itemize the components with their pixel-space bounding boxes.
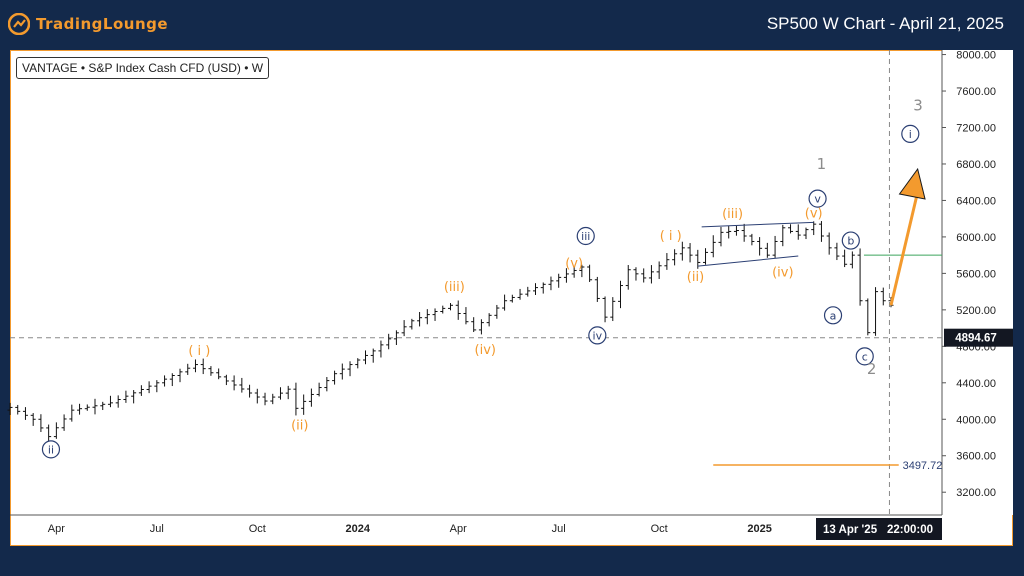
wave-label-circle: [808, 189, 827, 208]
wave-label-text: iv: [593, 329, 603, 342]
y-tick-label: 7600.00: [956, 86, 996, 98]
wave-label-text: (ii): [291, 419, 308, 434]
wave-label-circle: [841, 231, 860, 250]
wave-label-circle: [855, 347, 874, 366]
x-tick-label: Jul: [552, 523, 566, 535]
wave-label-text: c: [862, 350, 868, 363]
brand-logo[interactable]: TradingLounge: [8, 13, 168, 35]
x-tick-label: 2025: [747, 523, 771, 535]
x-tick-label: Oct: [651, 523, 668, 535]
wave-label-i: ( i ): [188, 344, 210, 359]
wave-label-text: 1: [817, 155, 827, 173]
wave-label-a: a: [823, 306, 843, 325]
chart-title: SP500 W Chart - April 21, 2025: [766, 14, 1004, 33]
wave-label-i: i: [901, 124, 920, 143]
channel-upper-line: [701, 221, 814, 228]
wave-label-circle: [588, 326, 607, 345]
wave-label-ii: (ii): [291, 419, 308, 434]
wave-label-3: 3: [913, 97, 923, 115]
x-tick-label: Apr: [450, 523, 467, 535]
wave-label-circle: [41, 440, 61, 459]
wave-label-v: (v): [565, 256, 583, 271]
current-price-badge: [944, 328, 1013, 347]
wave-label-2: 2: [867, 360, 877, 378]
tradinglounge-logo-icon: [8, 13, 30, 35]
wave-label-text: a: [830, 309, 837, 322]
wave-label-text: (iii): [722, 207, 743, 222]
projection-arrow-head: [898, 167, 926, 200]
crosshair-date-label: 13 Apr '25: [823, 524, 878, 536]
wave-label-iv: (iv): [772, 266, 793, 281]
crosshair-clock-label: 22:00:00: [887, 524, 933, 536]
chart-frame[interactable]: [10, 50, 1013, 546]
wave-label-i: ( i ): [660, 229, 682, 244]
wave-label-1: 1: [817, 155, 827, 173]
y-tick-label: 6000.00: [956, 232, 996, 244]
wave-label-iii: (iii): [722, 207, 743, 222]
wave-label-iii: iii: [576, 226, 595, 246]
wave-label-text: (iv): [772, 266, 793, 281]
wave-label-iii: (iii): [444, 280, 465, 295]
wave-label-text: b: [847, 235, 854, 248]
y-tick-label: 3200.00: [956, 487, 996, 499]
symbol-label[interactable]: VANTAGE • S&P Index Cash CFD (USD) • W: [16, 57, 270, 79]
wave-label-text: 3: [913, 97, 923, 115]
wave-label-text: ( i ): [188, 344, 210, 359]
wave-label-text: v: [814, 193, 821, 206]
x-tick-label: Oct: [249, 523, 266, 535]
wave-label-text: iii: [581, 230, 590, 243]
wave-label-text: (v): [805, 206, 823, 221]
brand-name: TradingLounge: [36, 15, 169, 33]
wave-label-ii: (ii): [687, 270, 704, 285]
wave-label-circle: [823, 306, 843, 325]
wave-label-text: (iv): [475, 343, 496, 358]
channel-lower-line: [697, 255, 799, 267]
x-tick-label: Jul: [150, 523, 164, 535]
y-tick-label: 5600.00: [956, 268, 996, 280]
wave-label-text: ( i ): [660, 229, 682, 244]
wave-label-ii: ii: [41, 440, 61, 459]
crosshair-time-badge: [816, 518, 942, 540]
wave-label-text: (iii): [444, 280, 465, 295]
wave-label-text: i: [909, 128, 912, 141]
wave-label-b: b: [841, 231, 860, 250]
wave-label-circle: [576, 226, 595, 246]
wave-label-text: (v): [565, 256, 583, 271]
y-tick-label: 5200.00: [956, 305, 996, 317]
x-tick-label: Apr: [48, 523, 65, 535]
candles-group: [7, 221, 894, 443]
wave-label-circle: [901, 124, 920, 143]
wave-label-text: (ii): [687, 270, 704, 285]
target-level-label: 3497.72: [903, 460, 943, 472]
projection-arrow-shaft: [889, 196, 918, 306]
wave-label-c: c: [855, 347, 874, 366]
y-tick-label: 8000.00: [956, 50, 996, 62]
x-tick-label: 2024: [346, 523, 371, 535]
wave-label-iv: (iv): [475, 343, 496, 358]
price-axis-panel: [942, 50, 1013, 515]
wave-label-iv: iv: [588, 326, 607, 345]
wave-label-v: (v): [805, 206, 823, 221]
wave-label-text: 2: [867, 360, 877, 378]
y-tick-label: 4000.00: [956, 414, 996, 426]
wave-label-text: ii: [48, 443, 54, 456]
y-tick-label: 4400.00: [956, 378, 996, 390]
header-bar: TradingLounge SP500 W Chart - April 21, …: [0, 0, 1024, 48]
y-tick-label: 7200.00: [956, 123, 996, 135]
y-tick-label: 6400.00: [956, 195, 996, 207]
y-tick-label: 6800.00: [956, 159, 996, 171]
y-tick-label: 3600.00: [956, 451, 996, 463]
wave-label-v: v: [808, 189, 827, 208]
current-price-label: 4894.67: [955, 333, 997, 345]
